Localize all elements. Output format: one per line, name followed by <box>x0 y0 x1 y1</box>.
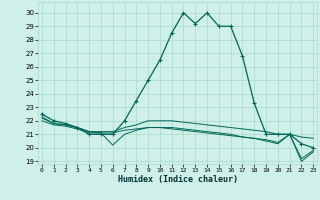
X-axis label: Humidex (Indice chaleur): Humidex (Indice chaleur) <box>118 175 238 184</box>
